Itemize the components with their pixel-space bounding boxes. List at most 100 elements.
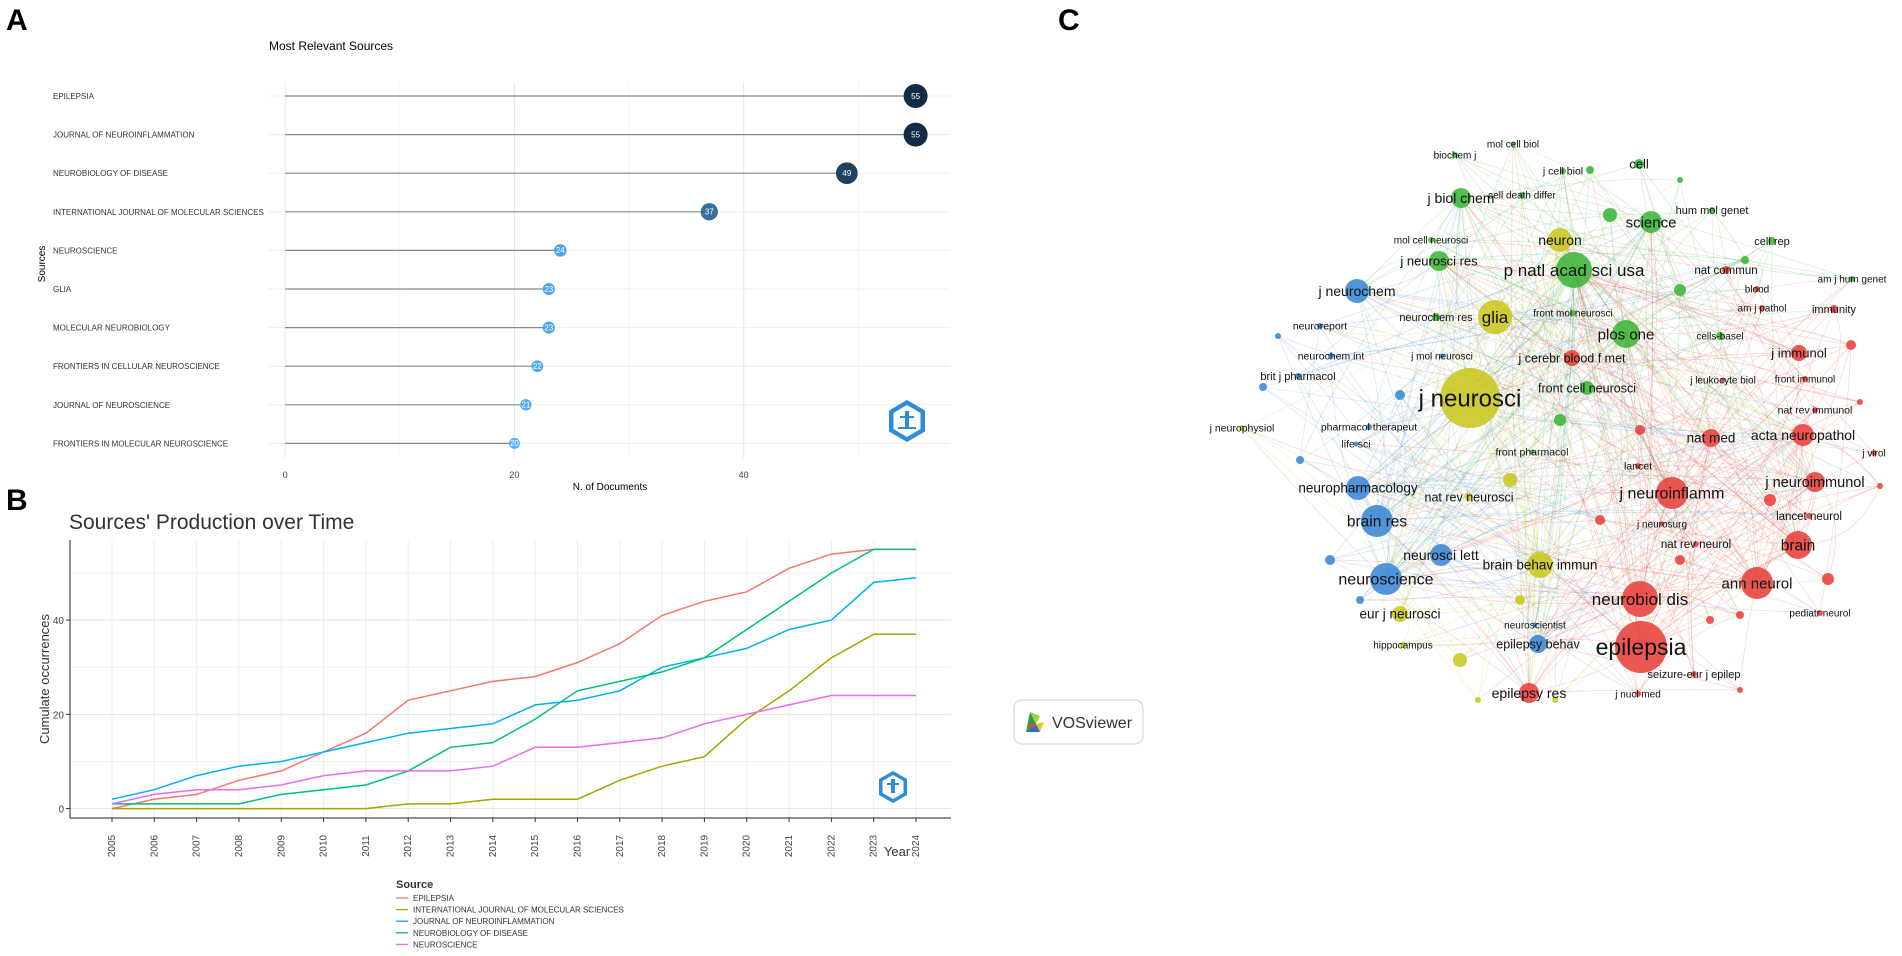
network-edge	[1376, 520, 1479, 701]
legend-label: INTERNATIONAL JOURNAL OF MOLECULAR SCIEN…	[413, 906, 624, 915]
network-edge	[1573, 269, 1758, 584]
network-node	[1857, 399, 1863, 405]
network-edge	[1385, 564, 1541, 585]
network-edge	[1512, 143, 1712, 439]
network-node-label: front mol neurosci	[1533, 309, 1612, 320]
network-edge	[1744, 259, 1763, 290]
network-edge	[1385, 221, 1652, 580]
network-edge	[1356, 290, 1496, 322]
category-label: NEUROSCIENCE	[53, 246, 117, 255]
network-edge	[1460, 197, 1642, 648]
network-node	[1295, 373, 1301, 379]
network-edge	[1494, 316, 1541, 566]
network-edge	[1625, 333, 1771, 501]
network-edge	[1512, 143, 1639, 695]
network-edge	[1459, 259, 1746, 661]
network-node	[1510, 141, 1516, 147]
network-edge	[1469, 397, 1804, 436]
network-edge	[1771, 240, 1799, 546]
network-edge	[1299, 459, 1673, 494]
network-edge	[1356, 290, 1627, 335]
network-node-label: neurosci lett	[1403, 547, 1479, 563]
network-edge	[1376, 316, 1496, 522]
network-edge	[1639, 417, 1804, 436]
network-edge	[1385, 197, 1462, 580]
network-edge	[1438, 260, 1541, 566]
network-edge	[1528, 239, 1562, 694]
network-node-label: brain	[1781, 537, 1815, 554]
network-edge	[1639, 429, 1816, 483]
network-edge	[1399, 269, 1575, 615]
network-edge	[1609, 214, 1853, 280]
network-edge	[1460, 178, 1681, 199]
network-node-label: am j hum genet	[1818, 275, 1887, 286]
network-edge	[1402, 481, 1816, 646]
network-node	[1635, 691, 1641, 697]
vosviewer-label: VOSviewer	[1052, 715, 1133, 732]
network-edge	[1640, 378, 1806, 648]
network-node	[1275, 333, 1281, 339]
network-edge	[1537, 434, 1804, 645]
network-edge	[1460, 197, 1713, 216]
network-edge	[1435, 214, 1611, 318]
network-edge	[1460, 197, 1556, 701]
network-node	[1675, 555, 1685, 565]
network-edge	[1494, 316, 1673, 494]
network-edge	[1711, 209, 1758, 584]
network-node	[1395, 390, 1405, 400]
network-node	[1296, 456, 1304, 464]
network-edge	[1385, 578, 1641, 604]
network-edge	[1376, 333, 1627, 522]
panel-letter-b: B	[6, 484, 28, 517]
network-edge	[1402, 598, 1641, 646]
vosviewer-logo-icon	[1026, 712, 1044, 732]
network-edge	[1562, 170, 1642, 648]
network-node	[1640, 211, 1662, 233]
network-edge	[1512, 143, 1673, 494]
x-tick-label: 2011	[361, 835, 372, 857]
network-edge	[1640, 481, 1816, 648]
network-edge	[1438, 260, 1799, 546]
network-edge	[1494, 316, 1816, 483]
network-edge	[1625, 333, 1799, 546]
network-edge	[1460, 197, 1741, 616]
network-edge	[1357, 194, 1523, 489]
network-edge	[1440, 278, 1853, 556]
network-node	[1759, 305, 1765, 311]
network-edge	[1468, 419, 1561, 498]
network-node	[1259, 383, 1267, 391]
lollipop-dot	[542, 282, 555, 296]
network-edge	[1402, 643, 1539, 646]
network-edge	[1319, 269, 1575, 327]
network-edge	[1329, 485, 1881, 561]
network-edge	[1494, 209, 1713, 318]
network-edge	[1385, 316, 1496, 580]
network-edge	[1262, 259, 1746, 388]
network-edge	[1385, 496, 1470, 580]
lollipop-value-label: 55	[911, 130, 920, 139]
network-node	[1622, 581, 1658, 617]
network-edge	[1722, 379, 1881, 487]
network-node-label: j neurosci	[1418, 385, 1522, 412]
network-edge	[1537, 312, 1576, 645]
network-edge	[1376, 316, 1496, 522]
network-edge	[1368, 426, 1639, 695]
network-edge	[1537, 544, 1799, 645]
series-line	[111, 694, 916, 805]
network-node	[1720, 377, 1726, 383]
network-edge	[1441, 355, 1861, 403]
network-edge	[1573, 269, 1804, 436]
network-node	[1754, 286, 1760, 292]
network-edge	[1357, 482, 1470, 498]
x-tick-label: 2024	[911, 834, 922, 857]
line-chart: Sources' Production over Time 2005 2006 20…	[37, 511, 951, 949]
network-edge	[1528, 437, 1712, 694]
network-node	[1548, 228, 1572, 252]
network-edge	[1477, 239, 1561, 701]
network-edge	[1368, 335, 1721, 428]
network-edge	[1356, 197, 1462, 292]
lollipop-chart: 55 55 49 37 24 23 23 22 21 20 EPILEPSIA JOURNAL OF…	[37, 39, 950, 493]
network-node	[1519, 683, 1539, 703]
network-edge	[1385, 451, 1533, 580]
